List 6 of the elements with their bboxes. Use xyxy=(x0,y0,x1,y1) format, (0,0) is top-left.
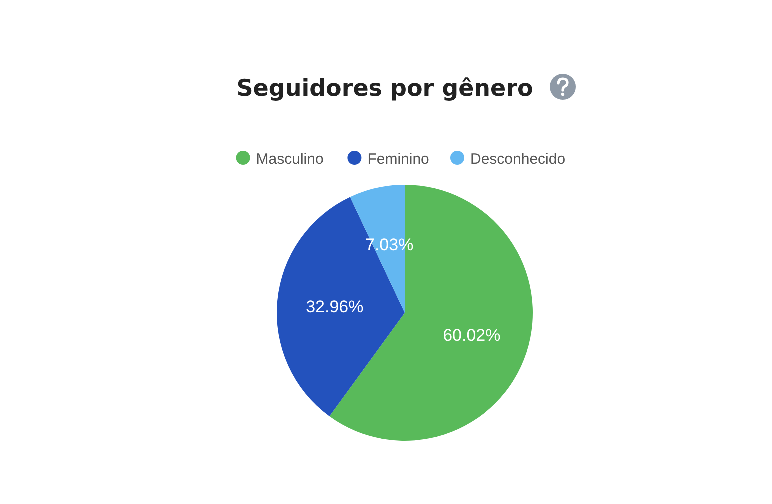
chart-title: Seguidores por gênero xyxy=(236,76,534,102)
legend-label: Desconhecido xyxy=(470,151,566,168)
legend-label: Feminino xyxy=(368,151,430,168)
data-label: 32.96% xyxy=(306,297,364,316)
legend-label: Masculino xyxy=(256,151,324,168)
data-label: 60.02% xyxy=(443,326,501,345)
